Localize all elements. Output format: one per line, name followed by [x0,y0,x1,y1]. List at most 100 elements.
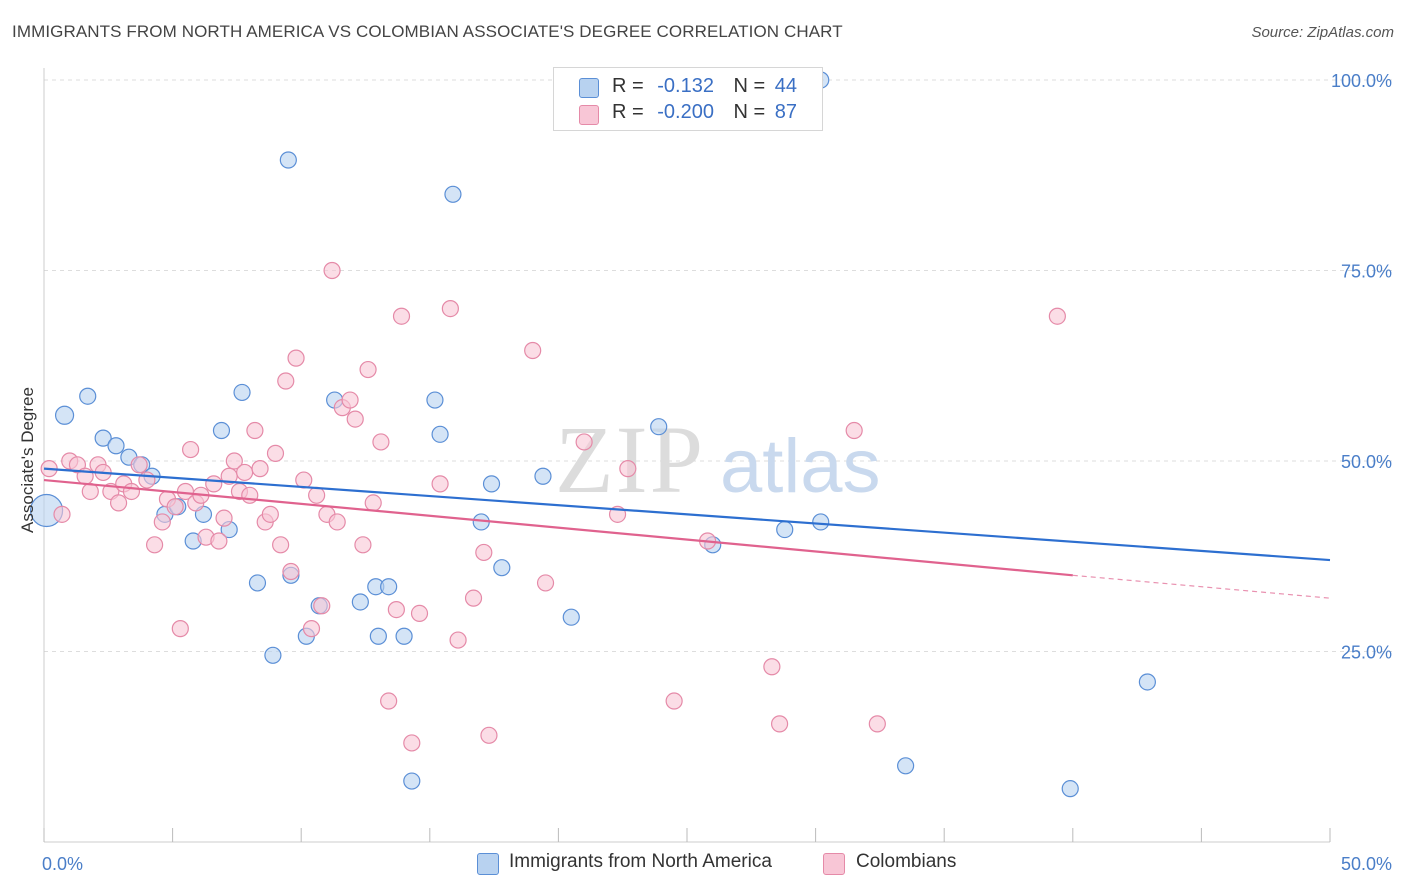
legend-r-value-2: -0.200 [657,101,714,123]
point-colombians [236,463,254,482]
source-label: Source: ZipAtlas.com [1251,24,1394,41]
y-axis-label: Associate's Degree [18,387,37,533]
point-colombians [287,349,305,367]
y-tick-label: 75.0% [1341,262,1392,282]
point-colombians [130,456,148,474]
point-colombians [277,372,295,390]
tick-labels: 25.0% 50.0% 75.0% 100.0% 0.0% 50.0% [42,71,1392,874]
point-immigrants [380,578,398,596]
point-colombians [145,536,164,554]
point-immigrants [107,437,125,455]
point-colombians [346,410,364,428]
bottom-legend-colombians: Colombians [856,851,957,872]
point-immigrants [54,405,75,425]
point-immigrants [431,425,449,443]
legend-n-value-2: 87 [774,101,798,123]
point-colombians [153,513,171,531]
point-immigrants [897,757,915,775]
point-colombians [282,562,300,581]
point-colombians [1048,307,1066,325]
point-colombians [182,440,200,459]
point-colombians [575,433,593,451]
series-colombians-points [40,261,1066,752]
point-immigrants [395,627,413,645]
point-colombians [225,452,243,470]
point-colombians [763,658,781,676]
point-colombians [109,494,128,512]
point-immigrants [403,772,421,790]
point-colombians [313,597,331,615]
legend-n-label: N = [733,75,766,97]
point-colombians [441,300,459,318]
trend-lines [43,467,1331,599]
point-colombians [364,494,382,512]
legend-swatch-blue [579,78,599,98]
point-colombians [387,600,405,619]
point-colombians [464,589,483,607]
point-colombians [246,421,264,440]
point-immigrants [650,418,668,436]
point-colombians [354,536,372,554]
correlation-legend: R = -0.132 N = 44 R = -0.200 N = 87 [553,67,823,131]
point-immigrants [369,627,387,645]
point-colombians [619,460,637,478]
point-colombians [210,532,228,550]
legend-row-colombians: R = -0.200 N = 87 [612,101,797,124]
trend-line-colombians-extrapolated [1072,574,1331,599]
point-colombians [328,513,346,531]
point-immigrants [534,467,552,485]
point-colombians [536,574,555,592]
point-colombians [261,505,279,523]
point-immigrants [493,559,511,577]
watermark-zip: ZIP [555,406,705,513]
x-tick-label-min: 0.0% [42,854,83,874]
point-immigrants [264,646,282,664]
point-colombians [524,341,542,360]
point-immigrants [351,593,369,611]
point-colombians [380,692,398,710]
point-immigrants [426,391,444,409]
point-colombians [166,498,184,516]
point-colombians [359,360,377,379]
point-colombians [770,715,789,733]
point-colombians [341,391,359,409]
legend-r-label: R = [612,75,644,97]
point-colombians [665,692,683,710]
point-colombians [272,536,290,554]
axes [43,68,1331,843]
point-colombians [323,261,341,280]
trend-line-immigrants [43,467,1331,562]
point-colombians [205,475,223,493]
y-tick-label: 100.0% [1331,71,1392,91]
legend-row-immigrants: R = -0.132 N = 44 [612,75,797,98]
point-colombians [308,486,326,504]
point-colombians [410,604,429,623]
point-colombians [241,486,259,504]
point-immigrants [248,574,267,592]
point-immigrants [79,387,97,405]
point-immigrants [444,185,462,203]
point-colombians [53,505,71,523]
point-colombians [403,734,421,752]
legend-n-value-1: 44 [774,75,798,97]
point-colombians [392,307,411,325]
point-colombians [302,620,321,638]
point-colombians [372,433,390,451]
point-immigrants [482,475,501,493]
legend-r-value-1: -0.132 [657,75,714,97]
bottom-legend-swatch-pink [823,853,845,875]
trend-line-colombians [43,478,1073,577]
y-tick-label: 25.0% [1341,643,1392,663]
point-colombians [845,421,863,440]
bottom-legend-swatch-blue [477,853,499,875]
bottom-legend-immigrants: Immigrants from North America [509,851,772,872]
y-tick-label: 50.0% [1341,452,1392,472]
point-immigrants [94,429,112,447]
point-immigrants [279,151,297,169]
legend-swatch-pink [579,105,599,125]
point-immigrants [233,383,251,402]
point-colombians [868,715,886,733]
grid-lines [44,79,1392,652]
point-colombians [475,543,493,562]
